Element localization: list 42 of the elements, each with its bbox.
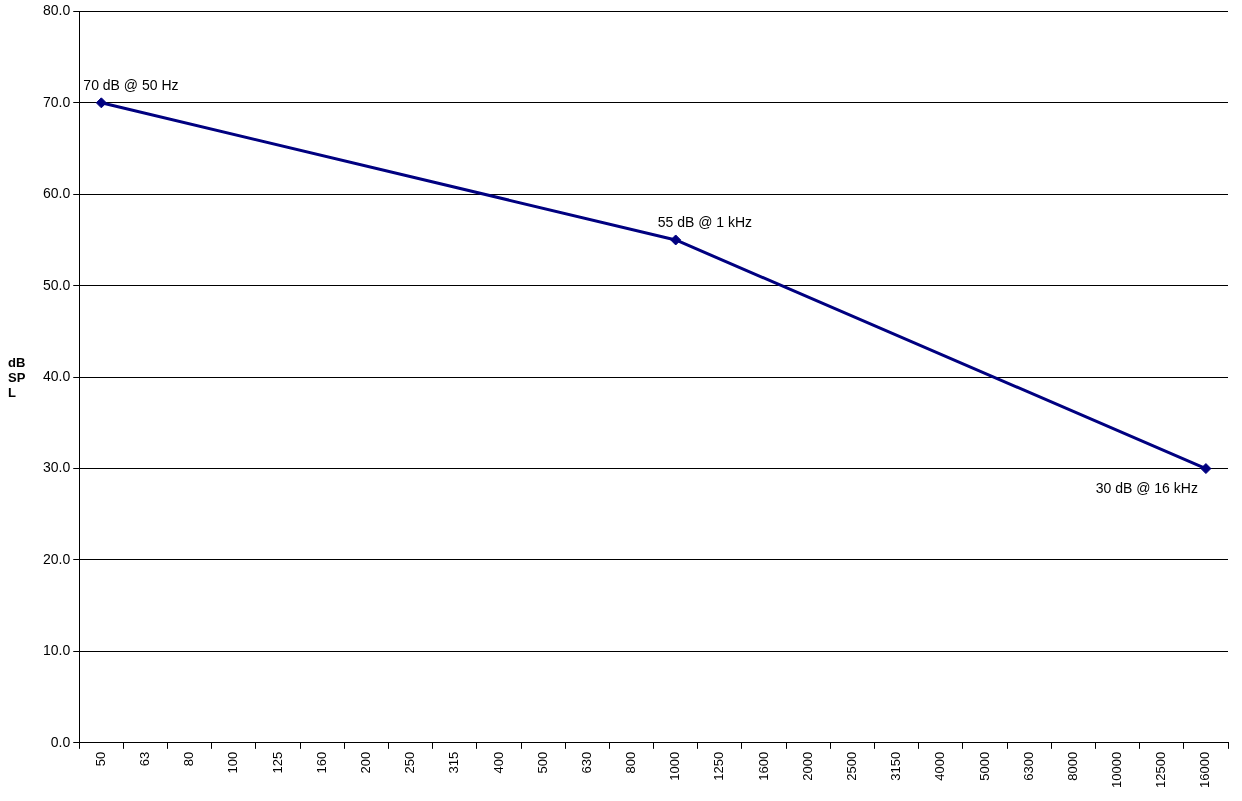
x-tick-label: 10000 (1109, 751, 1125, 789)
annotation: 30 dB @ 16 kHz (1095, 480, 1198, 497)
x-tick-label: 80 (181, 751, 197, 767)
x-tick-label: 800 (623, 751, 639, 774)
annotation: 55 dB @ 1 kHz (657, 213, 753, 230)
x-tick-label: 6300 (1020, 751, 1036, 781)
x-tick-label: 315 (446, 751, 462, 774)
x-tick-label: 2000 (799, 751, 815, 781)
x-tick-label: 50 (92, 751, 108, 767)
y-tick-label: 70.0 (43, 93, 71, 110)
x-tick-label: 125 (269, 751, 285, 774)
x-tick-label: 3150 (888, 751, 904, 781)
y-tick-label: 60.0 (43, 185, 71, 202)
x-tick-label: 200 (358, 751, 374, 774)
x-tick-label: 500 (534, 751, 550, 774)
y-tick-label: 30.0 (43, 459, 71, 476)
x-tick-label: 12500 (1153, 751, 1169, 789)
point (95, 97, 107, 109)
x-tick-label: 4000 (932, 751, 948, 781)
x-tick-label: 8000 (1064, 751, 1080, 781)
x-tick-label: 5000 (976, 751, 992, 781)
x-tick-label: 2500 (844, 751, 860, 781)
point (670, 234, 682, 246)
y-tick-label: 0.0 (50, 733, 71, 750)
x-tick-label: 250 (402, 751, 418, 774)
x-tick-label: 63 (137, 751, 153, 767)
y-tick-label: 50.0 (43, 276, 71, 293)
y-tick-label: 80.0 (43, 2, 71, 19)
y-tick-label: 10.0 (43, 642, 71, 659)
annotation: 70 dB @ 50 Hz (83, 76, 179, 93)
x-tick-label: 160 (313, 751, 329, 774)
x-tick-label: 1250 (711, 751, 727, 781)
x-tick-label: 1600 (755, 751, 771, 781)
y-axis-title: dB SPL (8, 355, 27, 400)
x-tick-label: 100 (225, 751, 241, 774)
x-tick-label: 16000 (1197, 751, 1213, 789)
point (1200, 463, 1212, 475)
y-tick-label: 20.0 (43, 550, 71, 567)
x-tick-label: 1000 (667, 751, 683, 781)
x-tick-label: 630 (578, 751, 594, 774)
y-tick-label: 40.0 (43, 367, 71, 384)
x-tick-label: 400 (490, 751, 506, 774)
